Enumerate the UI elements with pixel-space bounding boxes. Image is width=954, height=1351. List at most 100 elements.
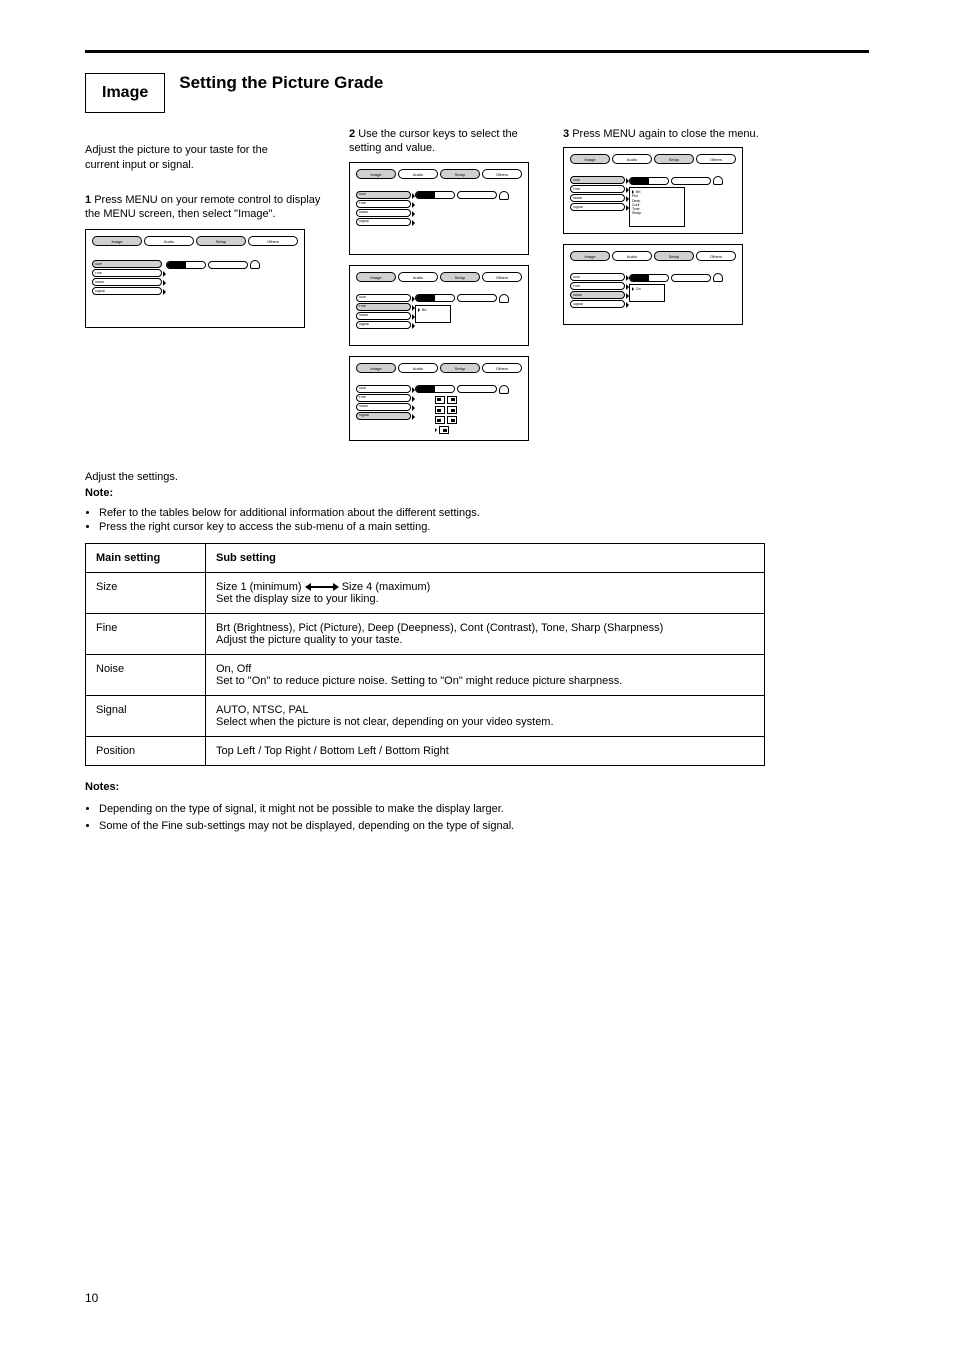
tab-audio[interactable]: Audio xyxy=(398,363,438,373)
tab-audio[interactable]: Audio xyxy=(612,251,652,261)
position-bottom-right-icon[interactable] xyxy=(447,416,457,424)
value-pill-2[interactable] xyxy=(208,261,248,269)
position-bottom-right-icon[interactable] xyxy=(439,426,449,434)
notes-bullet: Some of the Fine sub-settings may not be… xyxy=(99,819,869,834)
columns: Adjust the picture to your taste for the… xyxy=(85,127,869,451)
tab-image[interactable]: Image xyxy=(92,236,142,246)
home-icon[interactable] xyxy=(499,294,509,303)
home-icon[interactable] xyxy=(250,260,260,269)
side-item-noise[interactable]: Noise xyxy=(92,278,162,286)
value-pill[interactable] xyxy=(415,385,455,393)
side-item-signal[interactable]: Signal xyxy=(570,300,625,308)
value-pill-2[interactable] xyxy=(457,191,497,199)
position-bottom-left-icon[interactable] xyxy=(435,416,445,424)
tab-audio[interactable]: Audio xyxy=(398,272,438,282)
tab-setup[interactable]: Setup xyxy=(440,169,480,179)
tab-image[interactable]: Image xyxy=(356,363,396,373)
side-item-signal[interactable]: Signal xyxy=(356,412,411,420)
value-pill[interactable] xyxy=(415,294,455,302)
side-item-size[interactable]: Size xyxy=(92,260,162,268)
adjust-line: Adjust the settings. xyxy=(85,471,869,483)
tab-image[interactable]: Image xyxy=(570,154,610,164)
position-bottom-left-icon[interactable] xyxy=(435,406,445,414)
tab-setup[interactable]: Setup xyxy=(196,236,246,246)
side-item-size[interactable]: Size xyxy=(356,191,411,199)
tab-others[interactable]: Others xyxy=(696,154,736,164)
tab-others[interactable]: Others xyxy=(482,272,522,282)
value-pill[interactable] xyxy=(629,274,669,282)
side-item-signal[interactable]: Signal xyxy=(356,321,411,329)
top-rule xyxy=(85,50,869,53)
side-item-fine[interactable]: Fine xyxy=(570,282,625,290)
side-item-fine[interactable]: Fine xyxy=(356,394,411,402)
value-pill-2[interactable] xyxy=(671,177,711,185)
after-steps: Adjust the settings. Note: Refer to the … xyxy=(85,471,869,835)
home-icon[interactable] xyxy=(499,385,509,394)
side-item-fine[interactable]: Fine xyxy=(92,269,162,277)
step-1-desc: Press MENU on your remote control to dis… xyxy=(85,194,320,220)
tab-image[interactable]: Image xyxy=(570,251,610,261)
home-icon[interactable] xyxy=(499,191,509,200)
home-icon[interactable] xyxy=(713,176,723,185)
cell-main: Noise xyxy=(86,654,206,695)
side-item-noise[interactable]: Noise xyxy=(570,291,625,299)
side-item-noise[interactable]: Noise xyxy=(356,209,411,217)
th-main: Main setting xyxy=(86,543,206,572)
side-item-signal[interactable]: Signal xyxy=(92,287,162,295)
step-3-desc: Press MENU again to close the menu. xyxy=(572,128,759,140)
side-item-size[interactable]: Size xyxy=(570,273,625,281)
tab-audio[interactable]: Audio xyxy=(398,169,438,179)
side-item-signal[interactable]: Signal xyxy=(356,218,411,226)
note-bullet: Press the right cursor key to access the… xyxy=(99,521,869,533)
tab-image[interactable]: Image xyxy=(356,169,396,179)
notes-heading: Notes: xyxy=(85,780,869,795)
tab-audio[interactable]: Audio xyxy=(612,154,652,164)
intro: Adjust the picture to your taste for the… xyxy=(85,143,315,173)
position-bottom-right-icon[interactable] xyxy=(447,406,457,414)
step-1-label: 1 xyxy=(85,194,91,206)
tab-image[interactable]: Image xyxy=(356,272,396,282)
tab-audio[interactable]: Audio xyxy=(144,236,194,246)
tab-others[interactable]: Others xyxy=(248,236,298,246)
cell-main: Position xyxy=(86,736,206,765)
menu-screen-3b: Image Audio Setup Others Size Fine Noise… xyxy=(563,244,743,325)
value-pill-2[interactable] xyxy=(671,274,711,282)
value-pill[interactable] xyxy=(166,261,206,269)
page: Image Setting the Picture Grade Adjust t… xyxy=(0,0,954,834)
tab-others[interactable]: Others xyxy=(482,169,522,179)
tab-setup[interactable]: Setup xyxy=(654,251,694,261)
note-bullets: Refer to the tables below for additional… xyxy=(85,507,869,533)
side-item-size[interactable]: Size xyxy=(356,385,411,393)
th-sub: Sub setting xyxy=(206,543,765,572)
side-item-signal[interactable]: Signal xyxy=(570,203,625,211)
side-item-size[interactable]: Size xyxy=(570,176,625,184)
position-top-left-icon[interactable] xyxy=(435,396,445,404)
value-pill[interactable] xyxy=(629,177,669,185)
side-item-fine[interactable]: Fine xyxy=(570,185,625,193)
side-item-noise[interactable]: Noise xyxy=(356,312,411,320)
notes-block: Notes: Depending on the type of signal, … xyxy=(85,780,869,835)
side-item-fine[interactable]: Fine xyxy=(356,200,411,208)
intro-line: current input or signal. xyxy=(85,158,315,173)
home-icon[interactable] xyxy=(713,273,723,282)
table-row: Noise On, Off Set to "On" to reduce pict… xyxy=(86,654,765,695)
value-pill-2[interactable] xyxy=(457,294,497,302)
tab-others[interactable]: Others xyxy=(482,363,522,373)
table-row: Signal AUTO, NTSC, PAL Select when the p… xyxy=(86,695,765,736)
tab-setup[interactable]: Setup xyxy=(440,272,480,282)
side-item-size[interactable]: Size xyxy=(356,294,411,302)
side-item-noise[interactable]: Noise xyxy=(356,403,411,411)
position-top-right-icon[interactable] xyxy=(447,396,457,404)
menu-screen-2a: Image Audio Setup Others Size Fine Noise… xyxy=(349,162,529,255)
side-item-noise[interactable]: Noise xyxy=(570,194,625,202)
value-pill-2[interactable] xyxy=(457,385,497,393)
double-arrow-icon xyxy=(305,583,339,591)
tab-setup[interactable]: Setup xyxy=(440,363,480,373)
value-pill[interactable] xyxy=(415,191,455,199)
cell-main: Fine xyxy=(86,613,206,654)
side-item-fine[interactable]: Fine xyxy=(356,303,411,311)
chevron-right-icon xyxy=(632,287,634,291)
note-bullet: Refer to the tables below for additional… xyxy=(99,507,869,519)
tab-others[interactable]: Others xyxy=(696,251,736,261)
tab-setup[interactable]: Setup xyxy=(654,154,694,164)
